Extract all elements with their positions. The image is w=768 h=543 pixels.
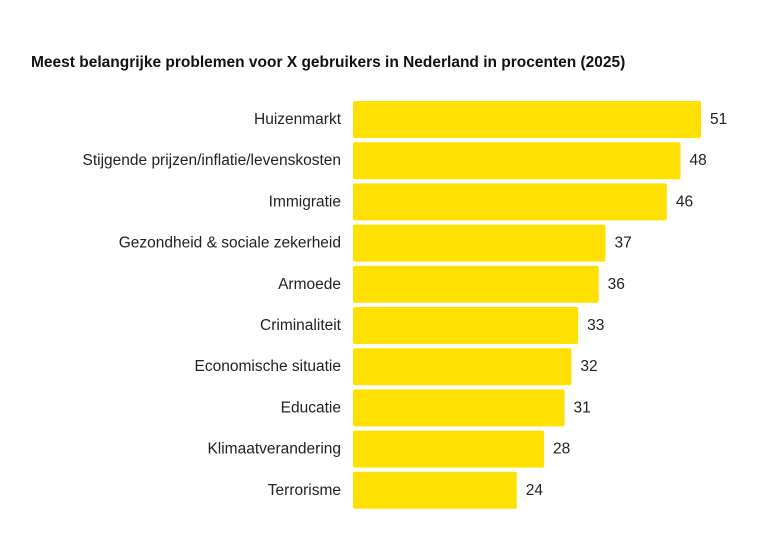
- bar: [353, 348, 572, 386]
- category-label: Stijgende prijzen/inflatie/levenskosten: [83, 152, 342, 169]
- value-label: 36: [608, 276, 625, 293]
- category-label: Terrorisme: [268, 482, 341, 499]
- bar: [353, 224, 606, 262]
- bar: [353, 471, 517, 509]
- category-label: Criminaliteit: [260, 317, 342, 334]
- category-label: Economische situatie: [195, 358, 341, 375]
- category-label: Armoede: [278, 276, 341, 293]
- category-label: Gezondheid & sociale zekerheid: [119, 235, 341, 252]
- category-label: Educatie: [281, 399, 341, 416]
- value-label: 28: [553, 441, 570, 458]
- bar: [353, 142, 681, 180]
- value-label: 37: [614, 235, 631, 252]
- bar: [353, 389, 565, 427]
- value-label: 31: [574, 399, 591, 416]
- category-label: Huizenmarkt: [254, 111, 342, 128]
- bar: [353, 307, 579, 344]
- category-label: Klimaatverandering: [207, 441, 341, 458]
- value-label: 24: [526, 482, 544, 499]
- value-label: 51: [710, 111, 727, 128]
- category-label: Immigratie: [269, 193, 341, 210]
- bar: [353, 101, 701, 138]
- chart-title: Meest belangrijke problemen voor X gebru…: [31, 54, 626, 71]
- value-label: 48: [690, 152, 707, 169]
- bar: [353, 183, 667, 221]
- value-label: 32: [580, 358, 597, 375]
- bar: [353, 430, 545, 468]
- value-label: 46: [676, 193, 693, 210]
- value-label: 33: [587, 317, 604, 334]
- bar: [353, 265, 599, 303]
